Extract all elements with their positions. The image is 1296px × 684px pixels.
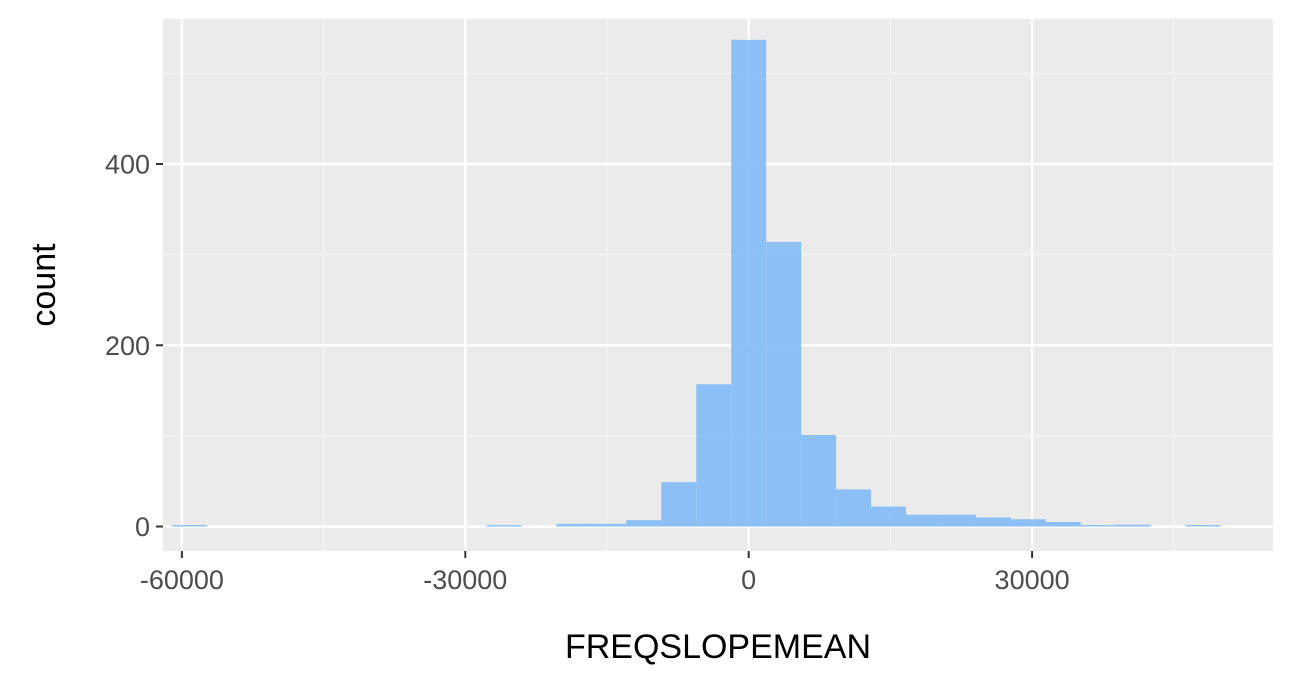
histogram-bar bbox=[940, 514, 976, 527]
histogram-bar bbox=[766, 241, 802, 527]
x-tick-label: -60000 bbox=[140, 565, 224, 595]
x-axis: -60000 -30000 0 30000 bbox=[140, 551, 1070, 595]
x-axis-title: FREQSLOPEMEAN bbox=[565, 628, 871, 666]
y-tick-label: 200 bbox=[105, 331, 150, 361]
histogram-bar bbox=[1185, 525, 1221, 527]
histogram-bar bbox=[801, 434, 837, 527]
y-axis-title: count bbox=[25, 243, 63, 327]
histogram-bar bbox=[836, 489, 872, 527]
histogram-bar bbox=[591, 523, 627, 527]
minor-gridlines bbox=[163, 19, 1273, 551]
y-tick-label: 400 bbox=[105, 150, 150, 180]
histogram-bar bbox=[626, 520, 662, 527]
histogram-bar bbox=[556, 523, 592, 527]
histogram-bar bbox=[486, 525, 522, 527]
histogram-bar bbox=[731, 39, 767, 527]
histogram-bar bbox=[975, 517, 1011, 527]
histogram-bar bbox=[1080, 525, 1116, 527]
x-tick-label: 0 bbox=[741, 565, 756, 595]
x-tick-label: 30000 bbox=[995, 565, 1070, 595]
histogram-bar bbox=[905, 514, 941, 527]
histogram-bar bbox=[1045, 521, 1081, 527]
y-tick-label: 0 bbox=[135, 512, 150, 542]
histogram-bars bbox=[171, 39, 1221, 527]
histogram-bar bbox=[661, 482, 697, 527]
histogram-bar bbox=[871, 506, 906, 527]
x-tick-label: -30000 bbox=[423, 565, 507, 595]
histogram-bar bbox=[171, 525, 207, 527]
y-axis: 0 200 400 bbox=[105, 150, 163, 542]
histogram-bar bbox=[1115, 524, 1151, 527]
histogram-bar bbox=[1010, 519, 1046, 527]
histogram-bar bbox=[696, 384, 732, 527]
